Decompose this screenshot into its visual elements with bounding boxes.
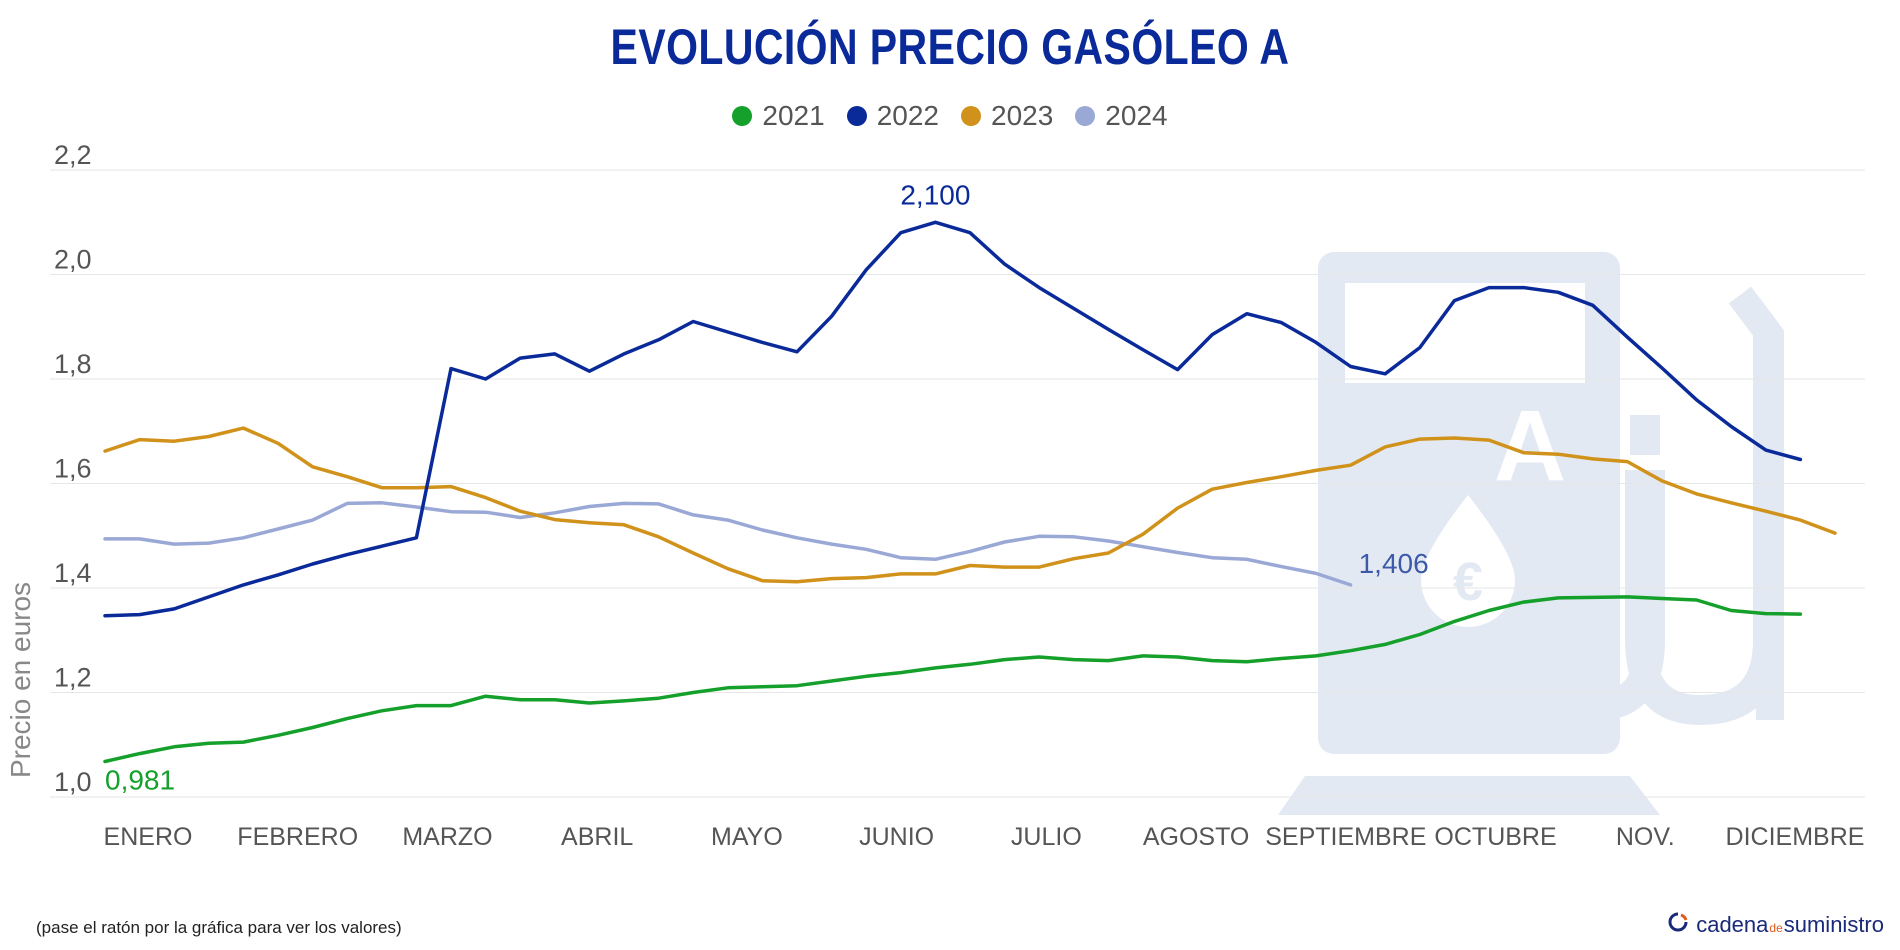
x-tick-label: OCTUBRE bbox=[1434, 823, 1556, 851]
y-tick-label: 1,4 bbox=[54, 558, 92, 588]
x-tick-label: SEPTIEMBRE bbox=[1265, 823, 1426, 851]
footnote: (pase el ratón por la gráfica para ver l… bbox=[36, 918, 402, 937]
legend-item-2024[interactable]: 2024 bbox=[1075, 100, 1168, 132]
svg-text:€: € bbox=[1453, 552, 1483, 612]
data-label-2022: 2,100 bbox=[900, 179, 970, 210]
x-tick-label: JUNIO bbox=[859, 823, 934, 851]
x-tick-label: MARZO bbox=[402, 823, 492, 851]
legend-dot-2022 bbox=[846, 106, 867, 126]
series-line-2023[interactable] bbox=[103, 426, 1837, 584]
legend-label-2023: 2023 bbox=[991, 100, 1054, 131]
y-tick-label: 2,2 bbox=[54, 140, 92, 170]
x-tick-label: JULIO bbox=[1011, 823, 1082, 851]
chart-legend: 2021 2022 2023 2024 bbox=[0, 100, 1900, 132]
y-tick-label: 2,0 bbox=[54, 245, 92, 275]
brand-logo[interactable]: cadena de suministro bbox=[1668, 912, 1884, 938]
legend-label-2022: 2022 bbox=[876, 100, 939, 131]
x-tick-label: ABRIL bbox=[561, 823, 633, 851]
legend-dot-2024 bbox=[1075, 106, 1096, 126]
y-tick-label: 1,8 bbox=[54, 349, 92, 379]
legend-item-2021[interactable]: 2021 bbox=[732, 100, 825, 132]
legend-dot-2023 bbox=[961, 106, 981, 126]
legend-label-2024: 2024 bbox=[1105, 100, 1168, 131]
x-tick-label: MAYO bbox=[711, 823, 783, 851]
data-label-2024: 1,406 bbox=[1359, 548, 1429, 579]
y-axis-ticks: 1,0 1,2 1,4 1,6 1,8 2,0 2,2 bbox=[54, 140, 92, 797]
x-tick-label: DICIEMBRE bbox=[1726, 823, 1865, 851]
grid-lines bbox=[50, 169, 1865, 798]
series-line-2021[interactable] bbox=[103, 595, 1803, 764]
data-annotations: 2,100 0,981 1,406 bbox=[105, 179, 1429, 795]
chart-title: EVOLUCIÓN PRECIO GASÓLEO A bbox=[610, 19, 1290, 75]
series-lines bbox=[103, 220, 1837, 764]
x-tick-label: FEBRERO bbox=[237, 823, 358, 851]
series-line-2022[interactable] bbox=[103, 220, 1803, 618]
legend-item-2022[interactable]: 2022 bbox=[846, 100, 939, 132]
y-axis-label: Precio en euros bbox=[5, 582, 36, 778]
x-tick-label: NOV. bbox=[1616, 823, 1675, 851]
y-tick-label: 1,2 bbox=[54, 663, 92, 693]
series-line-2024[interactable] bbox=[103, 501, 1353, 587]
brand-part-1: cadena bbox=[1696, 912, 1769, 937]
brand-logo-icon bbox=[1668, 912, 1688, 932]
legend-dot-2021 bbox=[732, 106, 753, 126]
x-axis-ticks: ENERO FEBRERO MARZO ABRIL MAYO JUNIO JULIO AGOS… bbox=[104, 823, 1865, 851]
x-tick-label: ENERO bbox=[104, 823, 193, 851]
fuel-pump-window: A € bbox=[1345, 283, 1585, 627]
legend-label-2021: 2021 bbox=[762, 100, 825, 131]
brand-part-2: de bbox=[1769, 921, 1783, 935]
y-tick-label: 1,6 bbox=[54, 454, 92, 484]
legend-item-2023[interactable]: 2023 bbox=[961, 100, 1053, 132]
x-tick-label: AGOSTO bbox=[1143, 823, 1250, 851]
y-tick-label: 1,0 bbox=[54, 767, 92, 797]
data-label-2021: 0,981 bbox=[105, 764, 175, 795]
brand-part-3: suministro bbox=[1783, 912, 1884, 937]
